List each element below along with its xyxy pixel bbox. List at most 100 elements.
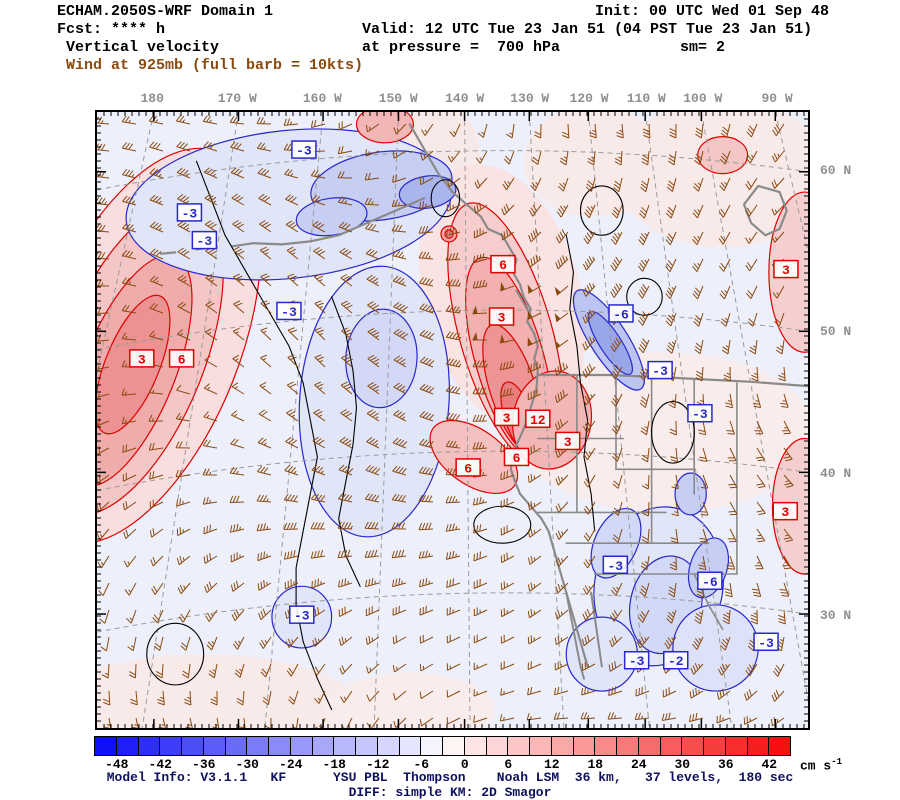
- svg-text:-3: -3: [294, 609, 310, 624]
- colorbar-cell: [768, 736, 791, 756]
- title-valid-time: Valid: 12 UTC Tue 23 Jan 51 (04 PST Tue …: [362, 21, 813, 38]
- colorbar-cell: [289, 736, 313, 756]
- colorbar-tick-label: -12: [366, 757, 390, 772]
- colorbar-tick-label: 0: [460, 757, 469, 772]
- svg-text:-3: -3: [629, 654, 645, 669]
- colorbar-cell: [463, 736, 487, 756]
- colorbar-tick-label: -36: [192, 757, 216, 772]
- contour-label: -3: [276, 301, 302, 321]
- svg-text:-3: -3: [692, 407, 708, 422]
- svg-text:-3: -3: [182, 206, 198, 221]
- lat-tick-label: 30 N: [820, 608, 852, 624]
- colorbar-cell: [398, 736, 422, 756]
- lon-tick-label: 170 W: [217, 91, 257, 106]
- colorbar-cell: [442, 736, 465, 756]
- svg-text:-6: -6: [702, 575, 718, 590]
- colorbar-cell: [703, 736, 726, 756]
- contour-label: -3: [191, 230, 218, 250]
- contour-label: 3: [129, 349, 155, 368]
- title-model-domain: ECHAM.2050S-WRF Domain 1: [57, 3, 274, 20]
- svg-text:6: 6: [499, 258, 507, 273]
- model-info-line: Model Info: V3.1.1 KF YSU PBL Thompson N…: [106, 770, 794, 785]
- colorbar-cell: [746, 736, 770, 756]
- contour-label: -6: [697, 571, 723, 591]
- title-pressure-level: at pressure = 700 hPa: [362, 39, 561, 56]
- contour-label: -3: [291, 140, 317, 159]
- svg-text:-2: -2: [668, 654, 684, 669]
- colorbar-cell: [529, 736, 552, 756]
- colorbar: [94, 736, 791, 756]
- lon-tick-label: 110 W: [626, 91, 666, 106]
- contour-label: 6: [168, 349, 195, 368]
- svg-text:3: 3: [782, 263, 790, 278]
- colorbar-cell: [159, 736, 182, 756]
- svg-text:-3: -3: [281, 305, 297, 320]
- colorbar-tick-label: -6: [413, 757, 430, 772]
- colorbar-cell: [202, 736, 226, 756]
- svg-text:-3: -3: [652, 364, 668, 379]
- contour-label: 3: [554, 431, 581, 451]
- colorbar-tick-label: 30: [674, 757, 691, 772]
- lat-tick-label: 50 N: [820, 323, 852, 339]
- colorbar-cell: [181, 736, 204, 756]
- svg-text:3: 3: [138, 352, 146, 367]
- svg-text:3: 3: [564, 435, 572, 450]
- colorbar-cell: [637, 736, 661, 756]
- contour-label: -3: [289, 605, 315, 624]
- colorbar-cell: [137, 736, 161, 756]
- lon-tick-label: 90 W: [761, 91, 793, 106]
- colorbar-tick-label: -30: [235, 757, 259, 772]
- lon-tick-label: 150 W: [378, 91, 418, 106]
- contour-label: 3: [488, 307, 515, 326]
- lat-tick-label: 60 N: [820, 163, 852, 179]
- colorbar-cell: [333, 736, 356, 756]
- colorbar-cell: [681, 736, 704, 756]
- diffusion-info-line: DIFF: simple KM: 2D Smagor: [348, 785, 552, 800]
- title-wind-level: Wind at 925mb (full barb = 10kts): [57, 57, 364, 74]
- colorbar-cell: [246, 736, 269, 756]
- colorbar-cell: [594, 736, 617, 756]
- lon-tick-label: 140 W: [445, 91, 485, 106]
- colorbar-cell: [485, 736, 509, 756]
- lat-tick-label: 40 N: [820, 465, 852, 481]
- colorbar-tick-label: -42: [148, 757, 172, 772]
- colorbar-cell: [550, 736, 574, 756]
- colorbar-tick-label: 6: [504, 757, 513, 772]
- contour-label: 12: [525, 409, 551, 429]
- contour-label: -3: [602, 555, 629, 575]
- colorbar-cell: [572, 736, 596, 756]
- contour-label: -2: [663, 650, 689, 670]
- colorbar-unit: cm s-1: [800, 757, 843, 774]
- lon-tick-label: 180: [140, 91, 164, 106]
- map-frame: -3 -3 -3 -3 -3 -6 -3 -3 -3 -6 -3 -3 -2 3 6 6 3 3 12 3 6 6 3 3: [17, 93, 900, 765]
- colorbar-cell: [94, 736, 117, 756]
- colorbar-cell: [420, 736, 443, 756]
- title-smoothing: sm= 2: [680, 39, 726, 56]
- svg-text:6: 6: [464, 461, 472, 476]
- svg-text:12: 12: [530, 413, 546, 428]
- lon-tick-label: 160 W: [302, 91, 342, 106]
- contour-label: 3: [773, 259, 799, 279]
- colorbar-tick-label: 12: [543, 757, 560, 772]
- colorbar-cell: [355, 736, 378, 756]
- colorbar-cell: [311, 736, 335, 756]
- svg-text:3: 3: [503, 411, 511, 426]
- contour-label: -3: [623, 650, 650, 670]
- contour-label: 3: [493, 407, 520, 427]
- colorbar-cell: [376, 736, 400, 756]
- contour-label: -6: [608, 304, 634, 323]
- colorbar-tick-label: 36: [717, 757, 734, 772]
- contour-label: -3: [647, 360, 673, 380]
- lon-tick-label: 120 W: [569, 91, 609, 106]
- colorbar-cell: [268, 736, 291, 756]
- svg-text:-6: -6: [613, 307, 629, 322]
- title-forecast-hour: Fcst: **** h: [57, 21, 166, 38]
- colorbar-cell: [616, 736, 639, 756]
- title-init-time: Init: 00 UTC Wed 01 Sep 48: [595, 3, 830, 20]
- svg-text:6: 6: [178, 352, 186, 367]
- map-canvas: -3 -3 -3 -3 -3 -6 -3 -3 -3 -6 -3 -3 -2 3 6 6 3 3 12 3 6 6 3 3: [17, 93, 900, 765]
- contour-label: 6: [490, 254, 516, 274]
- lon-tick-label: 100 W: [683, 91, 723, 106]
- svg-text:-3: -3: [758, 636, 774, 651]
